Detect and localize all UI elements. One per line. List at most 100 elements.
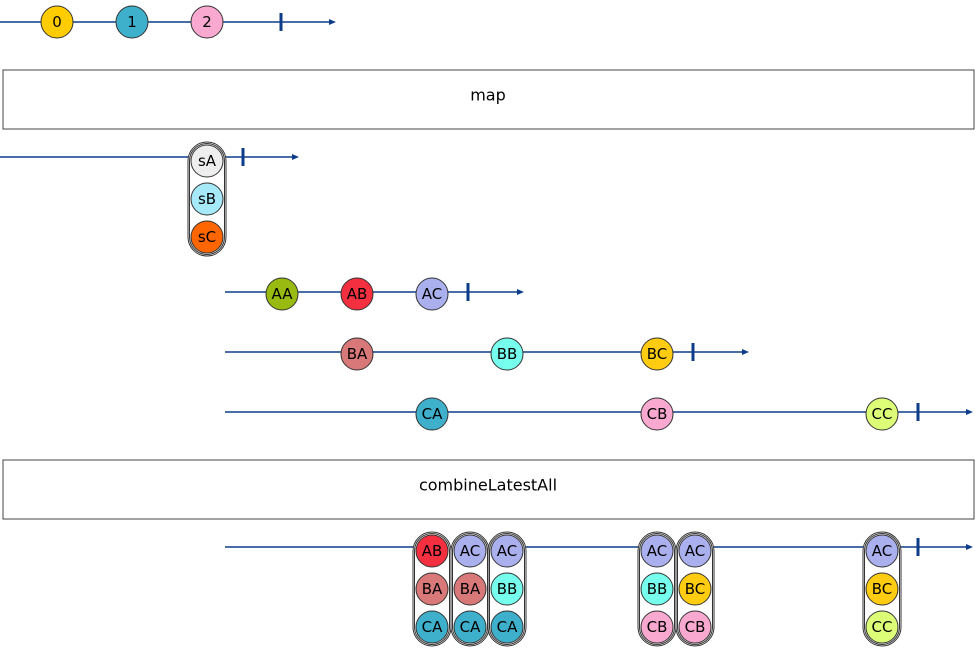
marble-label: CA <box>422 405 443 423</box>
marble-stack: AC BB CB <box>637 531 677 647</box>
map-operator-label: map <box>470 86 506 105</box>
marble-label: CC <box>872 405 893 423</box>
inner-stream-c: CA CB CC <box>225 397 973 431</box>
marble-label: BB <box>647 580 668 598</box>
marble: BA <box>340 337 374 371</box>
marble-label: 1 <box>127 13 137 31</box>
marble-label: AC <box>872 542 892 560</box>
source-stream: 0 1 2 <box>0 5 336 39</box>
marble-circle <box>490 337 524 371</box>
marble: CB <box>678 610 712 644</box>
marble-stack: AC BC CB <box>675 531 715 647</box>
marble-label: BA <box>460 580 481 598</box>
marble-circle <box>865 397 899 431</box>
inner-stream-a: AA AB AC <box>225 277 524 311</box>
marble-label: AB <box>347 285 368 303</box>
marble-label: BC <box>685 580 706 598</box>
marble-label: AC <box>647 542 667 560</box>
marble: CC <box>865 397 899 431</box>
marble-circle <box>490 572 524 606</box>
marble: AC <box>640 534 674 568</box>
marble-label: sB <box>198 190 216 208</box>
marble: BC <box>865 572 899 606</box>
marble-label: BB <box>497 580 518 598</box>
marble-stack: AC BB CA <box>487 531 527 647</box>
marble-label: CB <box>685 618 706 636</box>
marble-stack: AC BC CC <box>862 531 902 647</box>
marble-circle <box>340 277 374 311</box>
marble-label: AC <box>460 542 480 560</box>
marble-stack: AB BA CA <box>412 531 452 647</box>
marble-label: CA <box>460 618 481 636</box>
marble-circle <box>340 337 374 371</box>
marble: CA <box>415 610 449 644</box>
marble-circle <box>490 534 524 568</box>
marble-label: AB <box>422 542 443 560</box>
marble: 0 <box>40 5 74 39</box>
marble: BC <box>640 337 674 371</box>
marble: BA <box>453 572 487 606</box>
marble-circle <box>678 534 712 568</box>
marble: CB <box>640 610 674 644</box>
marble-label: 2 <box>202 13 212 31</box>
marble: AC <box>865 534 899 568</box>
marble: BB <box>490 337 524 371</box>
timeline-arrow <box>517 289 524 295</box>
marble-circle <box>190 5 224 39</box>
marble: CA <box>415 397 449 431</box>
timeline-arrow <box>966 409 973 415</box>
marble-circle <box>415 397 449 431</box>
marble: 1 <box>115 5 149 39</box>
timeline-arrow <box>966 544 973 550</box>
marble-label: BB <box>497 345 518 363</box>
marble: AA <box>265 277 299 311</box>
marble-label: AA <box>272 285 294 303</box>
marble-stack: sA sB sC <box>187 141 227 257</box>
map-operator-box: map <box>2 69 975 130</box>
timeline-arrow <box>742 349 749 355</box>
marble-label: AC <box>685 542 705 560</box>
marble-label: CB <box>647 618 668 636</box>
marble-circle <box>640 572 674 606</box>
marble-circle <box>265 277 299 311</box>
combine-operator-label: combineLatestAll <box>419 476 557 495</box>
output-stream: AB BA CA AC BA CA AC BB CA AC BB CB AC BC CB AC BC CC <box>225 531 973 647</box>
marble-label: 0 <box>52 13 62 31</box>
marble: sA <box>190 144 224 178</box>
marble: BA <box>415 572 449 606</box>
marble-circle <box>678 610 712 644</box>
combine-operator-box: combineLatestAll <box>2 459 975 520</box>
marble-label: CA <box>497 618 518 636</box>
mapped-stream: sA sB sC <box>0 141 299 257</box>
marble-circle <box>865 572 899 606</box>
marble-circle <box>415 277 449 311</box>
marble-label: BC <box>647 345 668 363</box>
marble: CB <box>640 397 674 431</box>
marble-label: sC <box>198 228 216 246</box>
marble-circle <box>865 610 899 644</box>
marble-circle <box>640 397 674 431</box>
marble-circle <box>640 610 674 644</box>
marble: CA <box>453 610 487 644</box>
marble-stack: AC BA CA <box>450 531 490 647</box>
marble: AC <box>678 534 712 568</box>
marble-label: BC <box>872 580 893 598</box>
marble: BC <box>678 572 712 606</box>
marble: CA <box>490 610 524 644</box>
timeline-arrow <box>329 19 336 25</box>
marble: AC <box>453 534 487 568</box>
marble-circle <box>115 5 149 39</box>
marble: AC <box>490 534 524 568</box>
marble-circle <box>190 182 224 216</box>
marble-label: CC <box>872 618 893 636</box>
marble-circle <box>415 572 449 606</box>
marble: AB <box>415 534 449 568</box>
marble-circle <box>453 572 487 606</box>
marble: AB <box>340 277 374 311</box>
marble-label: BA <box>347 345 368 363</box>
marble: CC <box>865 610 899 644</box>
timeline-arrow <box>292 154 299 160</box>
marble-label: BA <box>422 580 443 598</box>
